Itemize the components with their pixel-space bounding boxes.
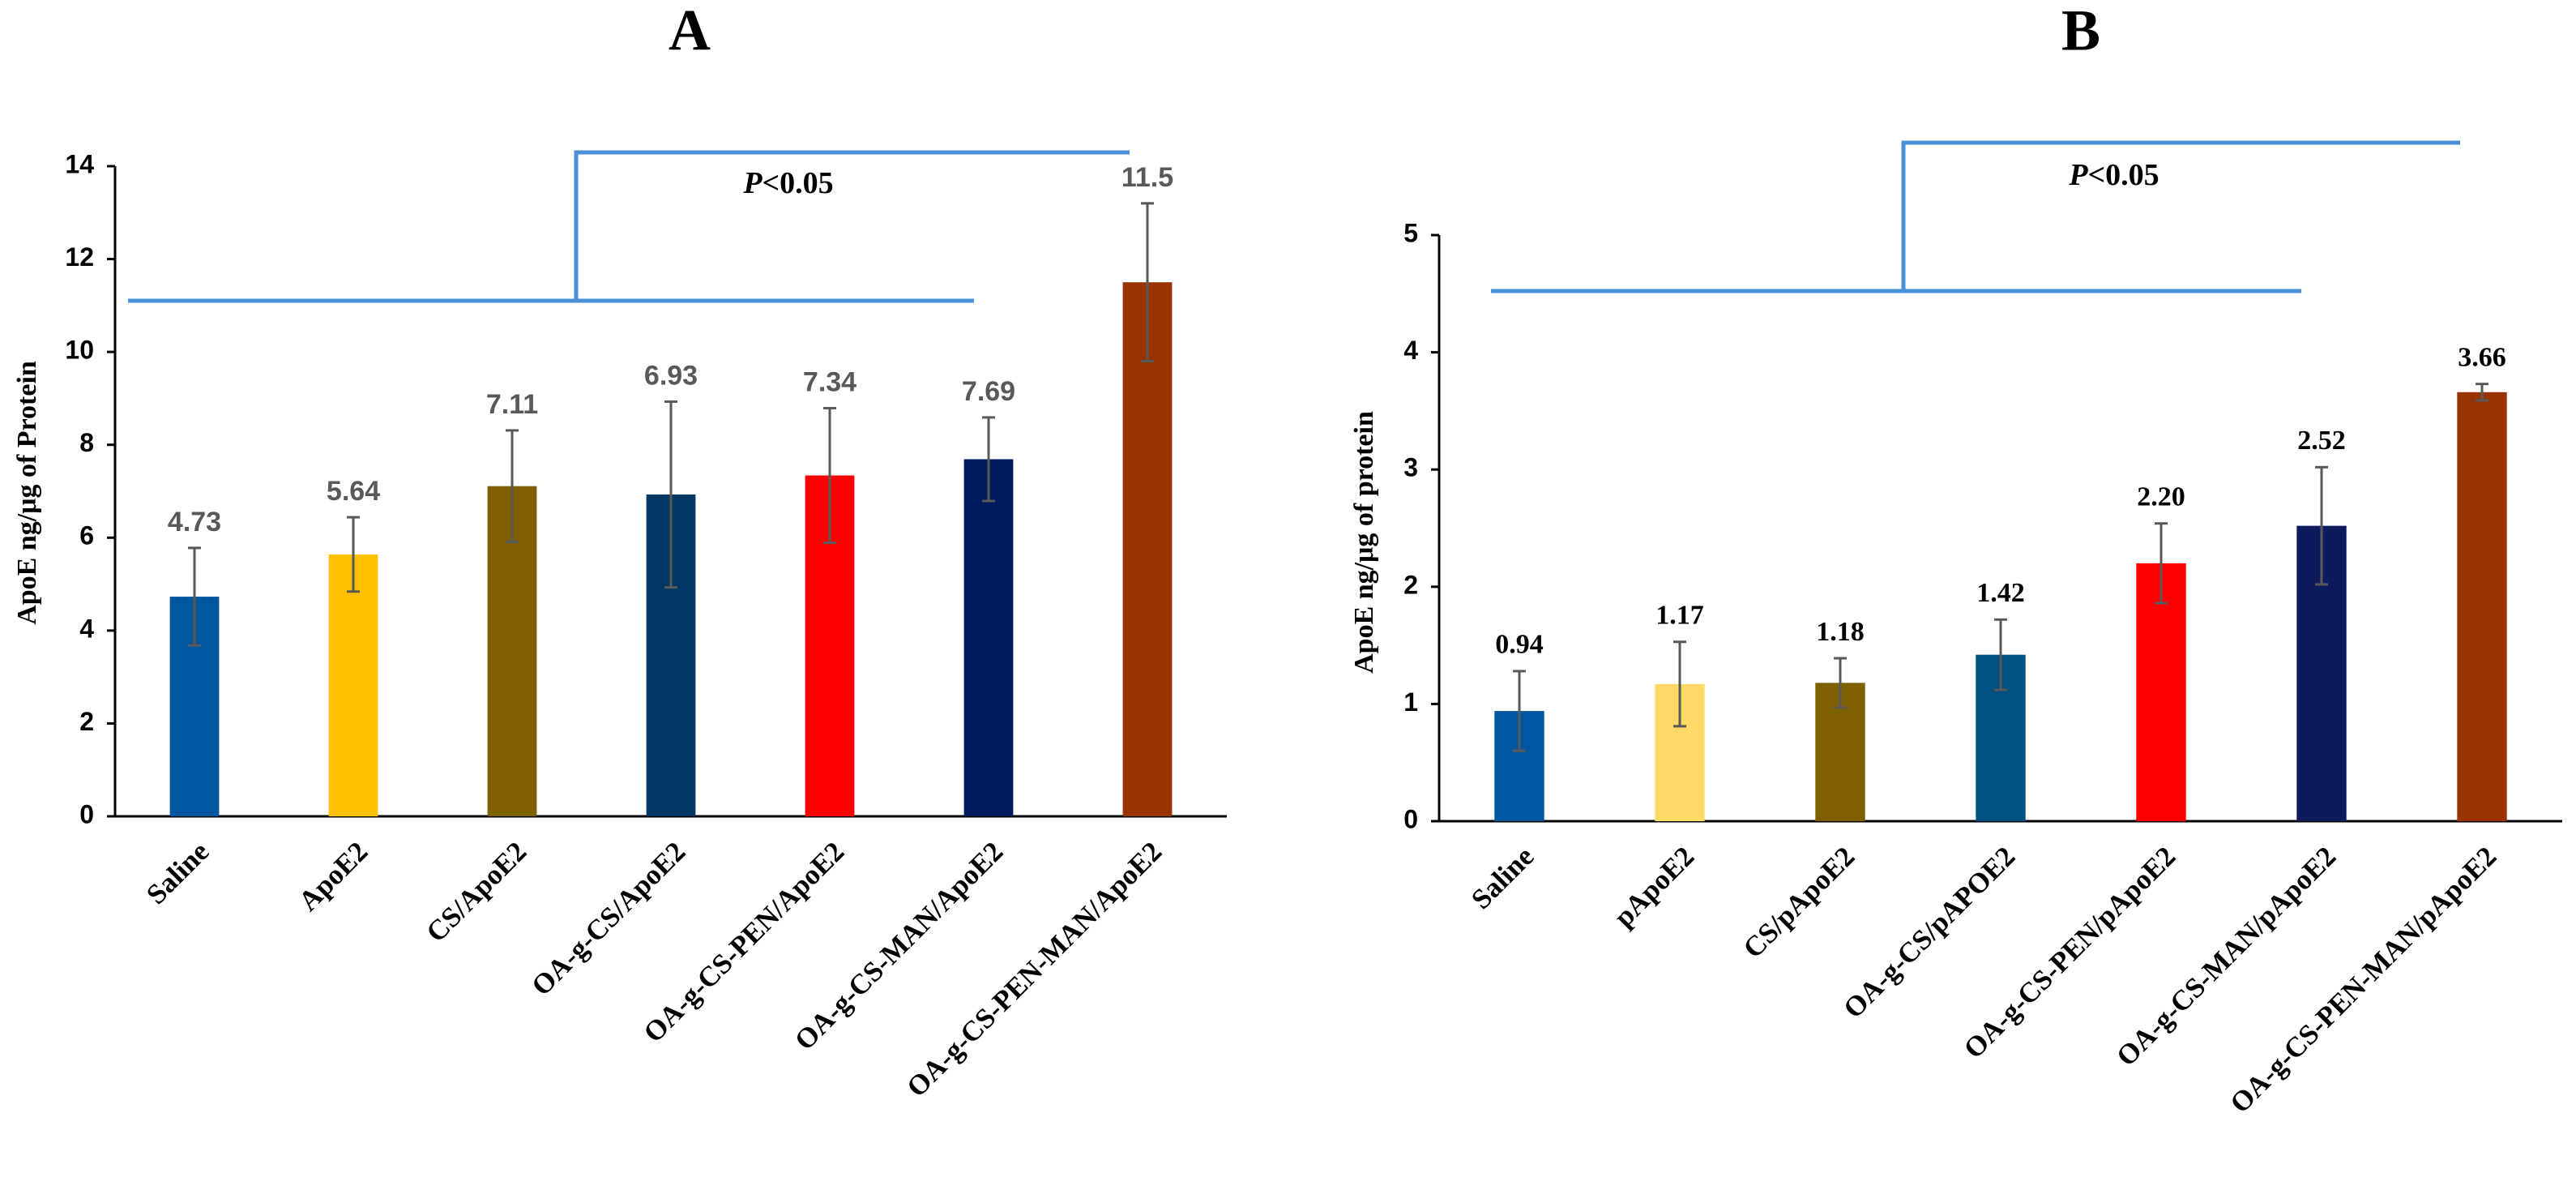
- annotation: P<0.05: [2068, 158, 2159, 192]
- y-tick-label: 10: [65, 336, 94, 365]
- bracket: [1901, 140, 2460, 291]
- value-label: 0.94: [1495, 630, 1544, 660]
- y-tick-label: 2: [79, 707, 94, 736]
- value-label: 7.69: [962, 376, 1015, 407]
- x-tick-label: CS/pApoE2: [1737, 841, 1861, 965]
- bar: [1122, 282, 1173, 816]
- y-tick-label: 3: [1403, 453, 1418, 482]
- y-axis-label: ApoE ng/μg of Protein: [12, 361, 42, 625]
- y-tick-label: 12: [65, 242, 94, 272]
- y-tick-label: 4: [1403, 336, 1418, 365]
- y-tick-label: 8: [79, 428, 94, 457]
- y-tick-label: 2: [1403, 570, 1418, 599]
- bar: [328, 554, 378, 816]
- value-label: 5.64: [327, 476, 380, 507]
- chart-title: B: [2061, 0, 2100, 63]
- value-label: 4.73: [168, 507, 221, 537]
- y-tick-label: 14: [65, 149, 94, 178]
- value-label: 1.18: [1816, 617, 1865, 647]
- bracket: [574, 150, 1130, 301]
- x-tick-label: pApoE2: [1608, 841, 1700, 933]
- bar: [963, 459, 1014, 816]
- y-tick-label: 6: [79, 521, 94, 550]
- annotation-text: <0.05: [763, 166, 834, 200]
- x-tick-label: OA-g-CS/ApoE2: [525, 836, 691, 1002]
- annotation-italic: P: [2068, 158, 2088, 192]
- value-label: 1.17: [1655, 601, 1704, 631]
- value-label: 11.5: [1121, 162, 1173, 193]
- chart-title: A: [669, 0, 711, 63]
- value-label: 2.20: [2137, 482, 2185, 512]
- y-tick-label: 0: [1403, 804, 1418, 833]
- bar: [2457, 392, 2507, 821]
- x-tick-label: Saline: [140, 836, 215, 910]
- value-label: 7.34: [803, 366, 857, 397]
- x-tick-label: ApoE2: [293, 836, 374, 917]
- value-label: 6.93: [644, 360, 698, 391]
- y-axis-label: ApoE ng/μg of protein: [1349, 411, 1379, 674]
- value-label: 7.11: [486, 389, 538, 420]
- annotation-italic: P: [742, 166, 763, 200]
- value-label: 1.42: [1976, 578, 2025, 608]
- bar: [2136, 563, 2186, 821]
- x-tick-label: OA-g-CS-PEN-MAN/pApoE2: [2224, 841, 2503, 1120]
- y-tick-label: 1: [1403, 687, 1418, 717]
- x-tick-label: CS/ApoE2: [420, 836, 532, 948]
- annotation: P<0.05: [742, 166, 833, 200]
- y-tick-label: 0: [79, 799, 94, 828]
- x-tick-label: OA-g-CS-PEN-MAN/ApoE2: [900, 836, 1168, 1103]
- y-tick-label: 5: [1403, 218, 1418, 247]
- y-tick-label: 4: [79, 614, 94, 643]
- x-tick-label: OA-g-CS/pAPOE2: [1837, 841, 2021, 1025]
- x-tick-label: Saline: [1465, 841, 1540, 915]
- value-label: 2.52: [2297, 426, 2346, 456]
- value-label: 3.66: [2458, 342, 2506, 372]
- annotation-text: <0.05: [2088, 158, 2159, 192]
